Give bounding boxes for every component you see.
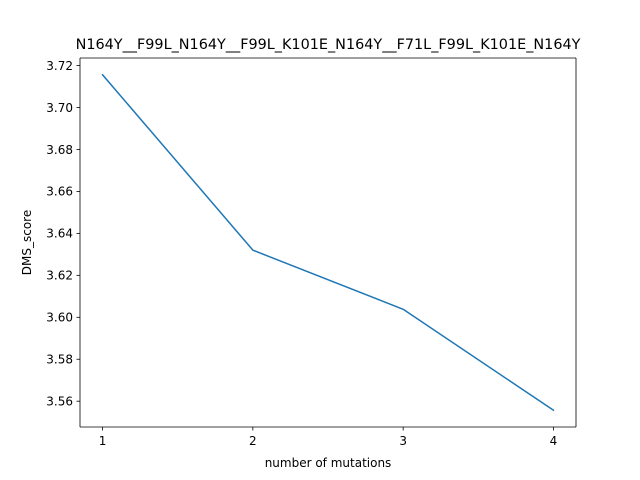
plot-area: [80, 58, 576, 427]
y-tick-label: 3.68: [46, 143, 73, 157]
y-tick-label: 3.58: [46, 353, 73, 367]
y-tick-label: 3.66: [46, 185, 73, 199]
x-tick-label: 1: [99, 434, 107, 448]
x-tick-label: 3: [399, 434, 407, 448]
y-axis-ticks: 3.56 3.58 3.60 3.62 3.64 3.66 3.68 3.70 3.72: [46, 59, 80, 408]
x-axis-label: number of mutations: [265, 456, 392, 470]
y-tick-label: 3.56: [46, 394, 73, 408]
series-layer: [101, 73, 555, 412]
y-tick-label: 3.70: [46, 101, 73, 115]
chart-title: N164Y__F99L_N164Y__F99L_K101E_N164Y__F71…: [76, 37, 581, 53]
x-axis-ticks: 1 2 3 4: [99, 427, 558, 448]
x-tick-label: 2: [249, 434, 257, 448]
y-tick-label: 3.62: [46, 269, 73, 283]
y-axis-label: DMS_score: [20, 210, 34, 275]
series-line-0: [101, 73, 555, 412]
y-tick-label: 3.60: [46, 311, 73, 325]
y-tick-label: 3.64: [46, 227, 73, 241]
x-tick-label: 4: [550, 434, 558, 448]
spines: [79, 57, 577, 428]
y-tick-label: 3.72: [46, 59, 73, 73]
